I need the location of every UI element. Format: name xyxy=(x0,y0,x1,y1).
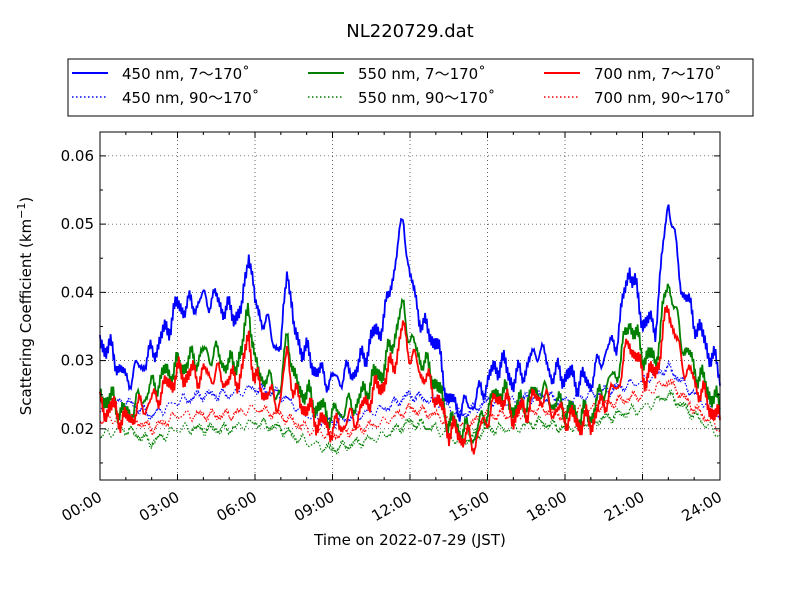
y-tick-label: 0.03 xyxy=(61,352,94,370)
series-line xyxy=(99,360,721,429)
legend: 450 nm, 7～170˚ 450 nm, 90～170˚ 550 nm, 7～1… xyxy=(67,58,754,117)
y-tick-label: 0.06 xyxy=(61,147,94,165)
y-axis-label: Scattering Coefficient (km−1) xyxy=(15,197,35,416)
legend-label: 450 nm, 7～170˚ xyxy=(122,65,250,83)
legend-label: 550 nm, 7～170˚ xyxy=(358,65,486,83)
legend-box xyxy=(67,58,754,117)
legend-label: 700 nm, 7～170˚ xyxy=(594,65,722,83)
series-line xyxy=(99,378,721,441)
y-tick-labels: 0.02 0.03 0.04 0.05 0.06 xyxy=(61,147,94,438)
y-axis-label-text: Scattering Coefficient (km xyxy=(17,219,35,415)
legend-label: 450 nm, 90～170˚ xyxy=(122,89,259,107)
series-line xyxy=(99,283,721,445)
ticks xyxy=(99,132,721,480)
y-tick-label: 0.05 xyxy=(61,215,94,233)
series-line xyxy=(99,305,721,455)
x-axis-label: Time on 2022-07-29 (JST) xyxy=(313,531,506,549)
legend-label: 550 nm, 90～170˚ xyxy=(358,89,495,107)
series-line xyxy=(99,389,721,455)
chart-title: NL220729.dat xyxy=(346,21,473,42)
y-axis-label-superscript: −1 xyxy=(15,203,28,219)
grid xyxy=(100,132,720,480)
series-line xyxy=(99,204,721,422)
y-tick-label: 0.04 xyxy=(61,283,94,301)
series-layer xyxy=(99,204,721,455)
y-tick-label: 0.02 xyxy=(61,420,94,438)
legend-label: 700 nm, 90～170˚ xyxy=(594,89,731,107)
y-axis-label-close: ) xyxy=(17,197,35,203)
